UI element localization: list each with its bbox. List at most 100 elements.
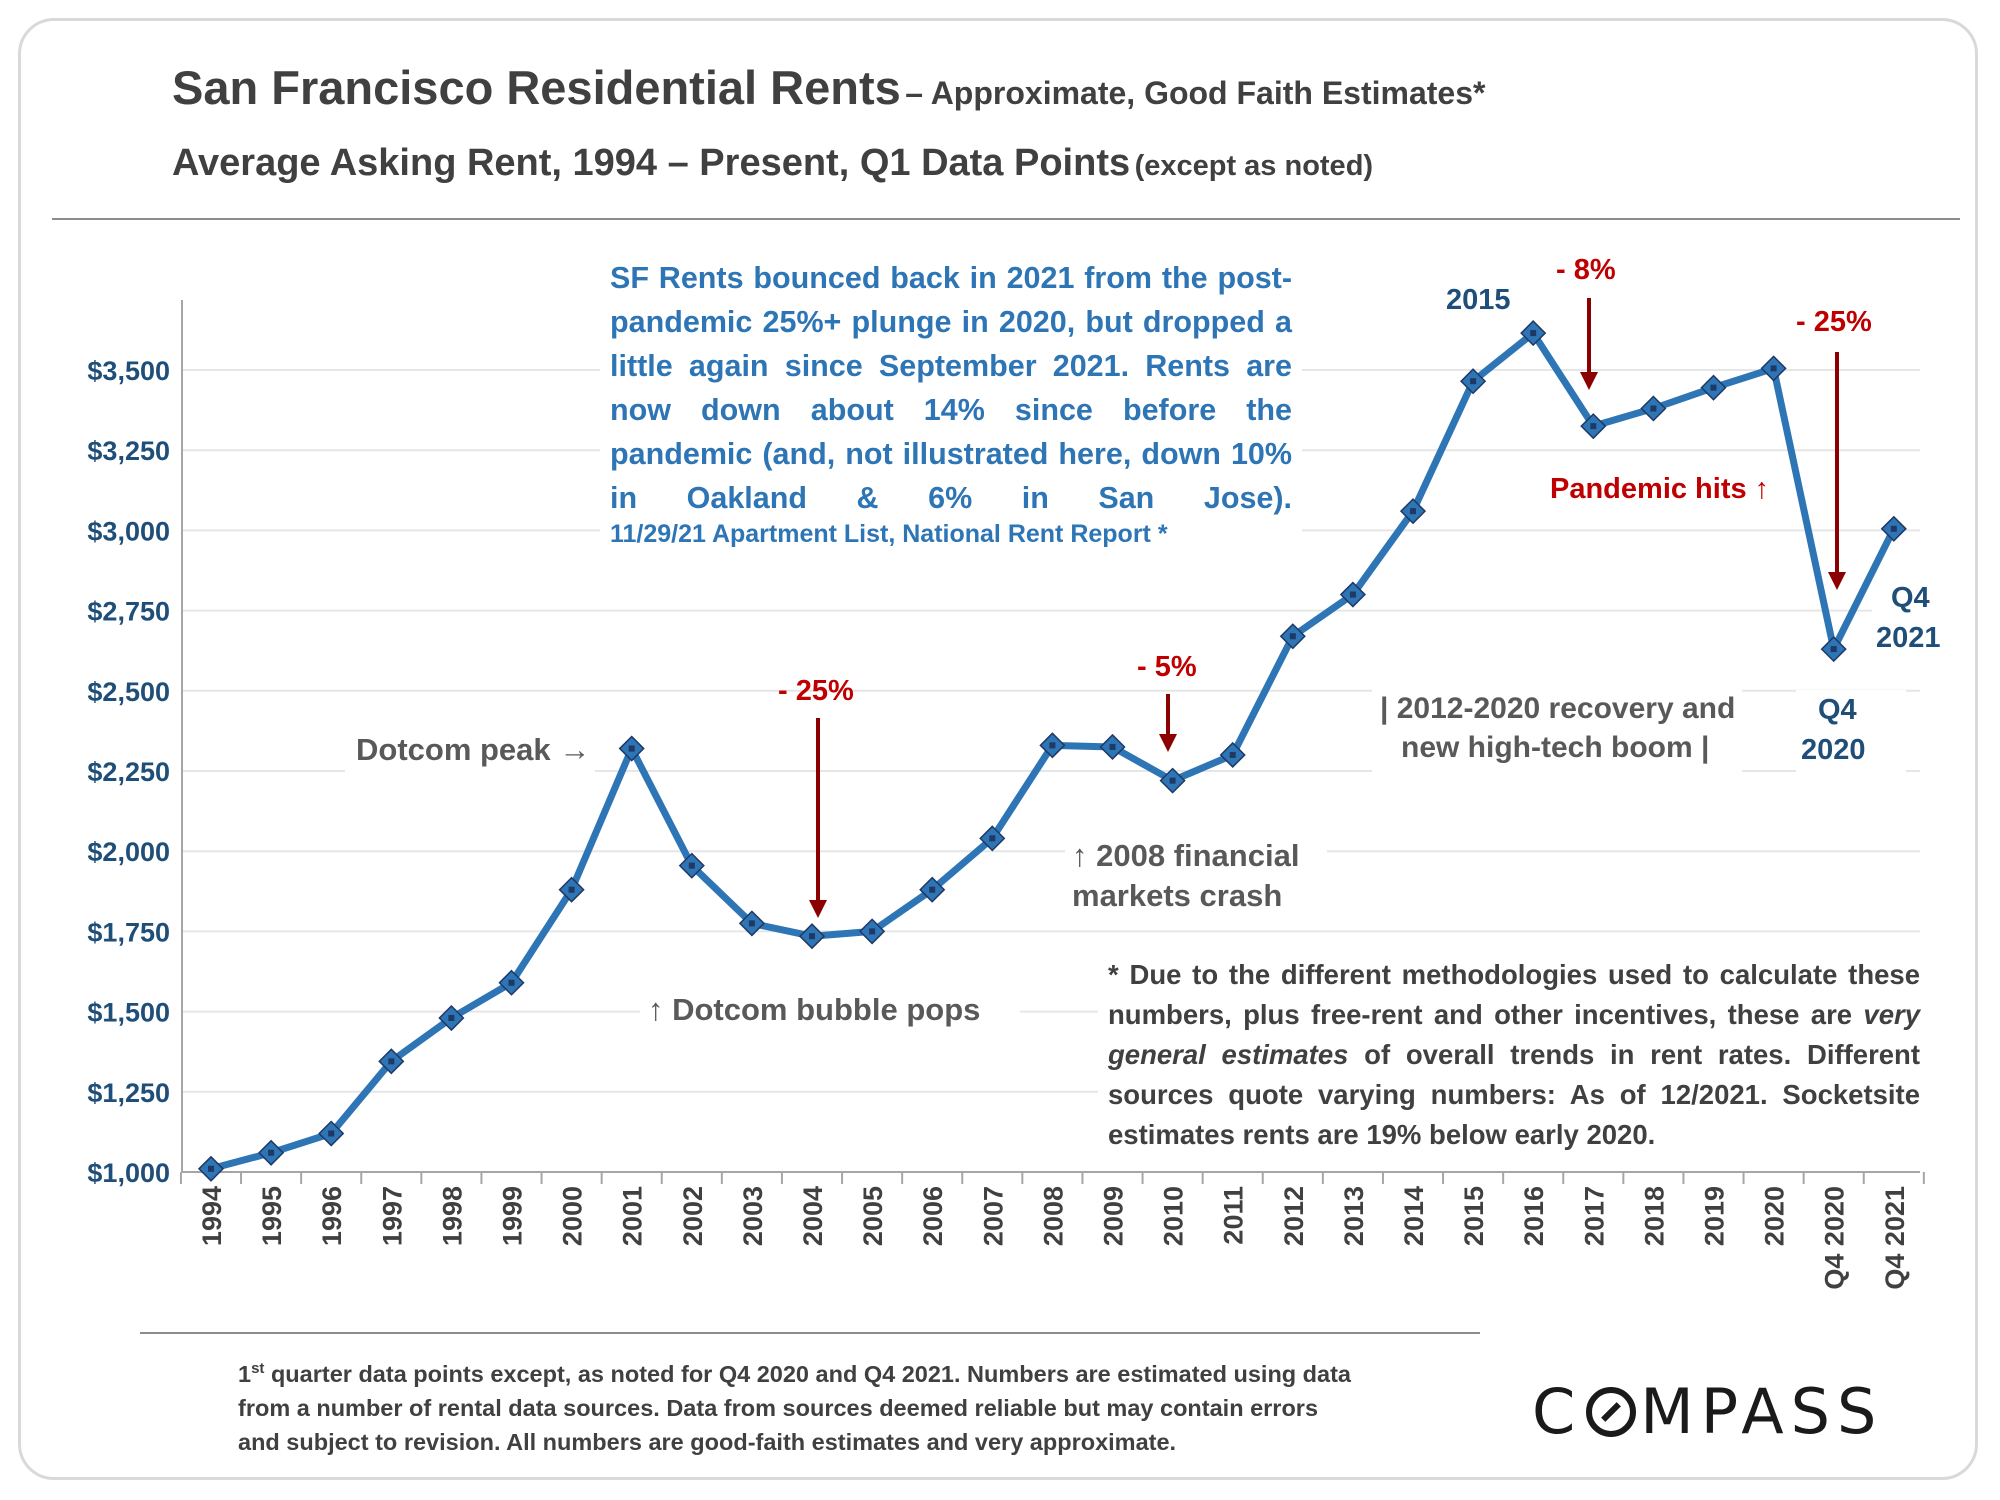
annotation-q4-2021-line1: Q4 [1891,582,1930,614]
data-point-center [268,1149,275,1156]
x-tick-label: Q4 2020 [1820,1186,1850,1290]
y-tick-label: $2,500 [87,677,170,707]
data-point-center [628,745,635,752]
y-tick-label: $1,500 [87,998,170,1028]
annotation-2015: 2015 [1446,284,1511,316]
y-tick-label: $1,750 [87,917,170,947]
label-background [1796,690,1906,772]
logo-o-mark [1586,1387,1637,1437]
x-tick-label: Q4 2021 [1880,1186,1910,1290]
data-point-center [929,886,936,893]
x-tick-label: 2003 [738,1186,768,1246]
label-background [345,728,595,772]
x-tick-label: 2013 [1339,1186,1369,1246]
data-point-center [1830,646,1837,653]
label-background [1065,834,1327,920]
footnote-background [1098,955,1928,1165]
data-point-center [1410,508,1416,515]
data-point-center [1650,405,1657,412]
data-point-center [568,886,575,893]
data-point-center [508,979,515,986]
data-point-center [989,835,996,842]
annotation-crash-line2: markets crash [1072,878,1283,913]
x-tick-label: 2012 [1279,1186,1309,1246]
data-point-center [1109,743,1116,750]
annotation-drop-2004: - 25% [778,675,854,707]
x-tick-label: 1998 [437,1186,467,1246]
annotation-q4-2020-line2: 2020 [1801,734,1866,766]
methodology-footnote: * Due to the different methodologies use… [1108,955,1920,1155]
x-tick-label: 1999 [498,1186,528,1246]
footnote-part2: of overall trends in rent rates. Differe… [1108,1039,1921,1150]
annotation-dotcom-peak: Dotcom peak → [356,732,591,767]
annotation-drop-2020: - 25% [1796,306,1872,338]
compass-logo: C MPASS [1532,1375,1884,1448]
arrow-2010-head [1159,734,1177,752]
subtitle-note: (except as noted) [1134,150,1374,182]
data-point-center [1049,742,1056,749]
data-point-center [1229,751,1236,758]
footnote-part1: * Due to the different methodologies use… [1108,959,1920,1030]
x-tick-label: 2001 [618,1186,648,1246]
y-tick-label: $3,000 [87,516,170,546]
callout-background [600,258,1302,558]
data-point-center [1590,423,1597,430]
x-tick-label: 1996 [317,1186,347,1246]
x-tick-label: 2002 [678,1186,708,1246]
x-tick-label: 2020 [1760,1186,1790,1246]
x-tick-label: 2019 [1700,1186,1730,1246]
title-suffix: – Approximate, Good Faith Estimates* [905,75,1486,111]
x-tick-label: 2008 [1038,1186,1068,1246]
title-main: San Francisco Residential Rents [172,61,901,114]
x-tick-label: 1997 [377,1186,407,1246]
x-tick-label: 2016 [1519,1186,1549,1246]
data-source-note: 1st quarter data points except, as noted… [238,1352,1358,1459]
footer-divider [140,1332,1480,1334]
annotation-drop-2017: - 8% [1556,254,1616,286]
label-background [1545,469,1760,511]
arrow-2020-head [1828,572,1846,590]
data-point-center [328,1130,335,1137]
note-superscript: st [251,1360,265,1377]
x-tick-label: 2015 [1459,1186,1489,1246]
x-tick-label: 1995 [257,1186,287,1246]
data-point-center [1349,591,1356,598]
data-point-center [809,933,815,940]
annotation-q4-2020-line1: Q4 [1818,694,1857,726]
data-point-center [448,1015,455,1022]
label-background [1372,688,1742,774]
y-tick-label: $2,000 [87,837,170,867]
label-background [640,988,1020,1032]
x-tick-label: 2017 [1579,1186,1609,1246]
y-tick-label: $1,000 [87,1158,170,1188]
x-tick-label: 1994 [197,1186,227,1246]
annotation-crash-line1: ↑ 2008 financial [1072,838,1300,873]
y-tick-label: $1,250 [87,1078,170,1108]
callout-text: SF Rents bounced back in 2021 from the p… [610,261,1292,515]
data-point-center [1470,378,1477,385]
x-tick-label: 2005 [858,1186,888,1246]
note-text: quarter data points except, as noted for… [238,1360,1352,1455]
data-point-center [1770,365,1777,372]
data-point-center [688,862,695,869]
data-point-center [1710,384,1717,391]
annotation-recovery-line2: new high-tech boom | [1401,731,1710,764]
y-tick-label: $2,750 [87,597,170,627]
annotation-recovery-line1: | 2012-2020 recovery and [1380,692,1736,725]
callout-source: 11/29/21 Apartment List, National Rent R… [610,520,1168,548]
x-tick-label: 2006 [918,1186,948,1246]
annotation-dotcom-pops: ↑ Dotcom bubble pops [648,992,981,1027]
y-tick-label: $2,250 [87,757,170,787]
data-point-center [1530,330,1537,337]
annotation-pandemic: Pandemic hits ↑ [1550,473,1770,505]
x-tick-label: 2004 [798,1186,828,1246]
note-prefix: 1 [238,1360,252,1387]
x-tick-label: 2011 [1219,1186,1249,1245]
data-point-center [1169,777,1176,784]
header-divider [52,218,1960,220]
data-point-center [748,920,755,927]
x-tick-label: 2009 [1099,1186,1129,1246]
chart-subtitle: Average Asking Rent, 1994 – Present, Q1 … [172,142,1373,185]
footnote-emphasis: very general estimates [1108,999,1920,1070]
